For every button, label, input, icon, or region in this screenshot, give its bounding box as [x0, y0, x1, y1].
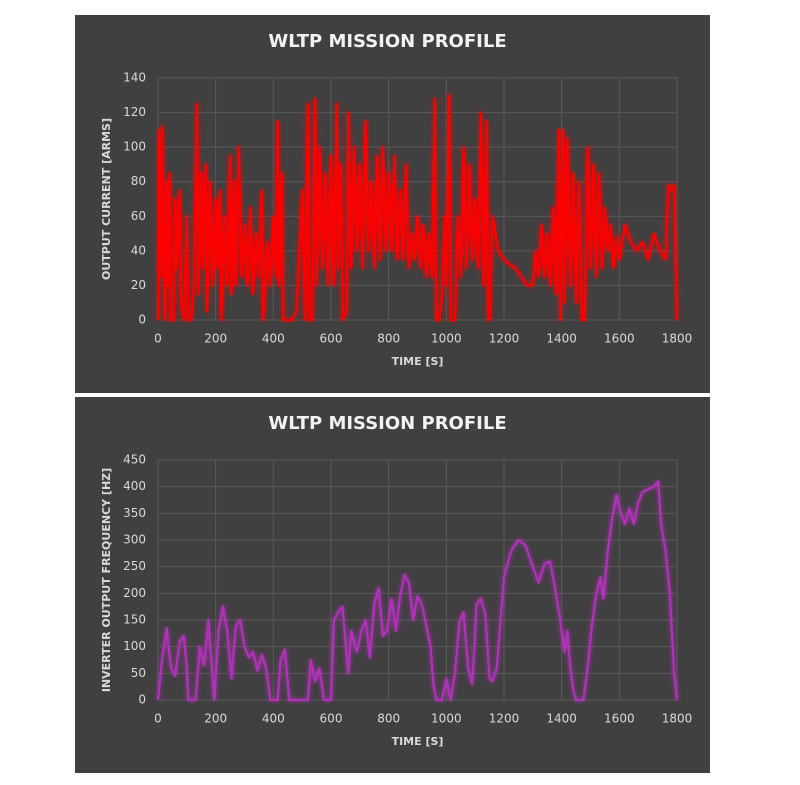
y-tick-label: 0 [138, 313, 146, 327]
y-tick-label: 50 [131, 666, 146, 680]
x-tick-label: 1600 [604, 332, 635, 346]
x-tick-label: 800 [377, 332, 400, 346]
y-tick-label: 60 [131, 209, 146, 223]
x-tick-label: 200 [204, 332, 227, 346]
x-axis-label: TIME [S] [392, 355, 444, 368]
data-line [156, 480, 679, 702]
y-tick-label: 150 [123, 613, 146, 627]
x-tick-label: 1800 [662, 332, 693, 346]
x-tick-label: 1400 [546, 332, 577, 346]
y-tick-label: 250 [123, 559, 146, 573]
chart-title: WLTP MISSION PROFILE [268, 413, 506, 434]
y-tick-label: 80 [131, 174, 146, 188]
x-tick-label: 1800 [662, 712, 693, 726]
y-tick-label: 100 [123, 140, 146, 154]
x-tick-label: 800 [377, 712, 400, 726]
x-tick-label: 0 [154, 332, 162, 346]
x-axis-label: TIME [S] [392, 735, 444, 748]
y-tick-label: 100 [123, 639, 146, 653]
y-tick-label: 450 [123, 453, 146, 467]
y-tick-label: 200 [123, 586, 146, 600]
y-axis-label: INVERTER OUTPUT FREQUENCY [HZ] [100, 468, 113, 692]
y-tick-label: 20 [131, 278, 146, 292]
y-tick-label: 300 [123, 533, 146, 547]
x-tick-label: 1000 [431, 712, 462, 726]
x-tick-label: 400 [262, 332, 285, 346]
y-tick-label: 350 [123, 506, 146, 520]
x-tick-label: 200 [204, 712, 227, 726]
x-tick-label: 1600 [604, 712, 635, 726]
x-tick-label: 600 [320, 332, 343, 346]
y-axis-label: OUTPUT CURRENT [ARMS] [100, 118, 113, 280]
y-tick-label: 120 [123, 105, 146, 119]
x-tick-label: 1200 [489, 332, 520, 346]
y-tick-label: 140 [123, 71, 146, 85]
y-tick-label: 400 [123, 479, 146, 493]
data-line [156, 94, 679, 322]
y-tick-label: 40 [131, 243, 146, 257]
chart-title: WLTP MISSION PROFILE [268, 31, 506, 52]
x-tick-label: 0 [154, 712, 162, 726]
x-tick-label: 1200 [489, 712, 520, 726]
x-tick-label: 1000 [431, 332, 462, 346]
y-tick-label: 0 [138, 693, 146, 707]
x-tick-label: 400 [262, 712, 285, 726]
x-tick-label: 1400 [546, 712, 577, 726]
x-tick-label: 600 [320, 712, 343, 726]
